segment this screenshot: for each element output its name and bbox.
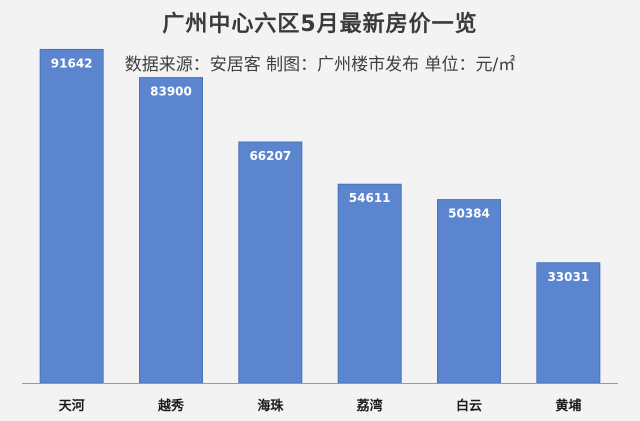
bar-1 [139, 77, 203, 384]
value-label-3: 54611 [349, 191, 391, 205]
chart-title: 广州中心六区5月最新房价一览 [162, 12, 478, 37]
bar-0 [39, 48, 104, 384]
value-label-5: 33031 [547, 270, 589, 284]
bar-4 [437, 199, 501, 384]
bar-2 [238, 141, 303, 384]
value-label-1: 83900 [150, 85, 192, 99]
bar-5 [536, 262, 601, 384]
chart-subtitle: 数据来源：安居客 制图：广州楼市发布 单位：元/㎡ [124, 55, 516, 75]
category-label-1: 越秀 [157, 398, 185, 414]
value-label-2: 66207 [249, 149, 291, 163]
value-label-4: 50384 [448, 207, 490, 221]
category-label-2: 海珠 [257, 398, 284, 414]
bar-3 [337, 183, 402, 384]
category-label-4: 白云 [456, 398, 482, 414]
category-label-5: 黄埔 [555, 398, 581, 414]
category-label-0: 天河 [59, 398, 85, 414]
value-label-0: 91642 [51, 56, 93, 70]
category-label-3: 荔湾 [356, 398, 383, 414]
